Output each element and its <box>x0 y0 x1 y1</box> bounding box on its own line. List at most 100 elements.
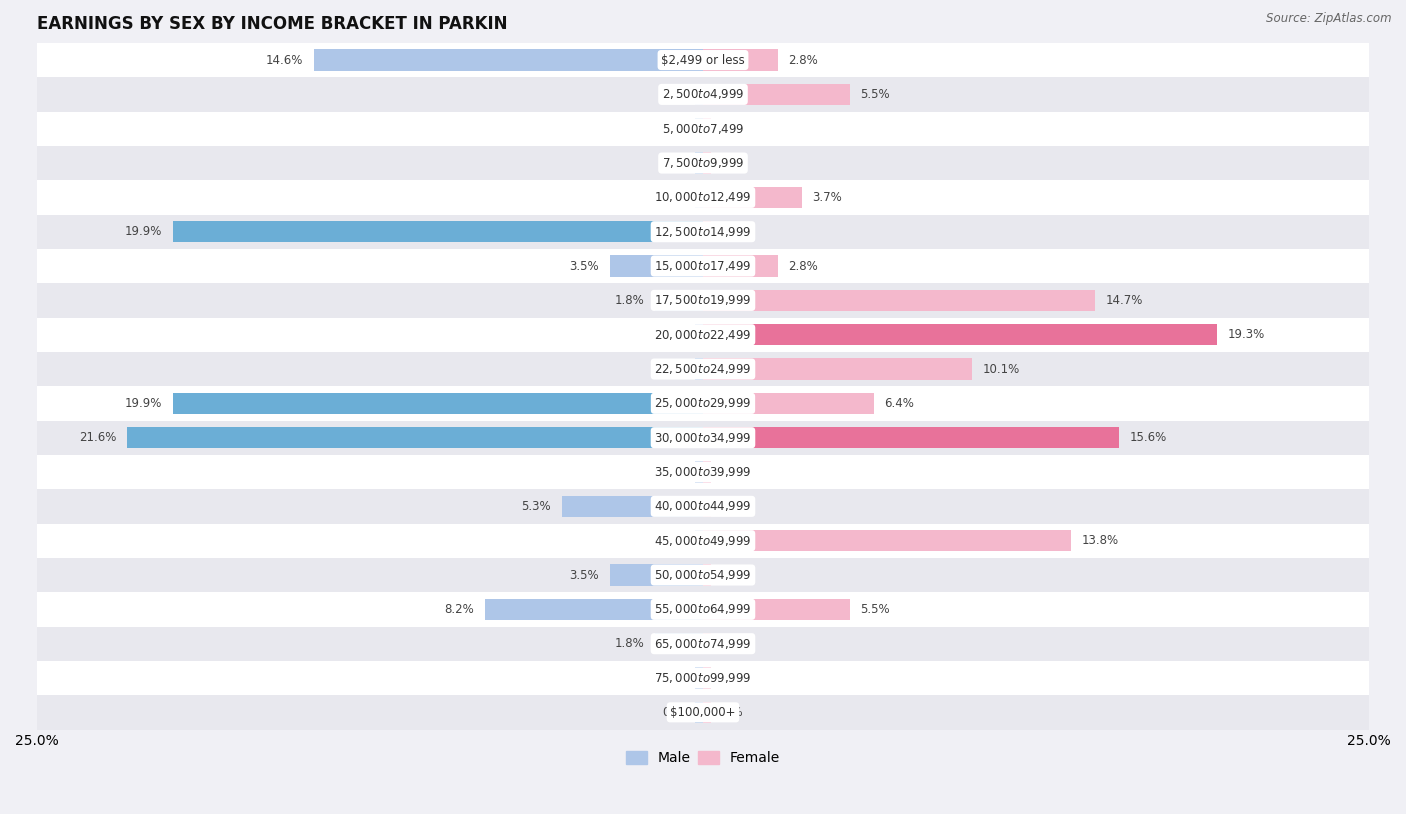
Text: 0.0%: 0.0% <box>714 466 744 479</box>
Bar <box>173 392 703 414</box>
Bar <box>703 392 873 414</box>
Text: 0.0%: 0.0% <box>662 534 692 547</box>
Text: 1.8%: 1.8% <box>614 637 644 650</box>
Text: $2,499 or less: $2,499 or less <box>661 54 745 67</box>
Text: $10,000 to $12,499: $10,000 to $12,499 <box>654 190 752 204</box>
Text: 0.0%: 0.0% <box>714 568 744 581</box>
Text: 5.3%: 5.3% <box>522 500 551 513</box>
Bar <box>703 633 711 654</box>
Bar <box>695 530 703 551</box>
Text: Source: ZipAtlas.com: Source: ZipAtlas.com <box>1267 12 1392 25</box>
Text: $17,500 to $19,999: $17,500 to $19,999 <box>654 293 752 308</box>
Bar <box>37 317 1369 352</box>
Bar <box>37 215 1369 249</box>
Text: $5,000 to $7,499: $5,000 to $7,499 <box>662 122 744 136</box>
Bar <box>37 352 1369 386</box>
Bar <box>703 324 1218 345</box>
Bar <box>703 358 972 379</box>
Text: 1.8%: 1.8% <box>614 294 644 307</box>
Bar <box>37 146 1369 180</box>
Text: 13.8%: 13.8% <box>1081 534 1119 547</box>
Bar <box>37 43 1369 77</box>
Bar <box>695 84 703 105</box>
Bar <box>695 186 703 208</box>
Text: $15,000 to $17,499: $15,000 to $17,499 <box>654 259 752 273</box>
Text: $12,500 to $14,999: $12,500 to $14,999 <box>654 225 752 239</box>
Text: 3.5%: 3.5% <box>569 568 599 581</box>
Bar <box>703 50 778 71</box>
Bar <box>37 489 1369 523</box>
Bar <box>37 77 1369 112</box>
Bar <box>128 427 703 449</box>
Bar <box>695 702 703 723</box>
Text: 3.7%: 3.7% <box>813 190 842 204</box>
Text: $45,000 to $49,999: $45,000 to $49,999 <box>654 534 752 548</box>
Bar <box>703 84 849 105</box>
Text: 0.0%: 0.0% <box>714 637 744 650</box>
Bar <box>703 496 711 517</box>
Bar <box>703 530 1071 551</box>
Text: 19.9%: 19.9% <box>125 397 162 410</box>
Bar <box>37 421 1369 455</box>
Text: 0.0%: 0.0% <box>662 362 692 375</box>
Bar <box>37 593 1369 627</box>
Bar <box>562 496 703 517</box>
Legend: Male, Female: Male, Female <box>620 746 786 771</box>
Bar <box>695 462 703 483</box>
Text: $55,000 to $64,999: $55,000 to $64,999 <box>654 602 752 616</box>
Bar <box>695 667 703 689</box>
Bar <box>703 462 711 483</box>
Text: $2,500 to $4,999: $2,500 to $4,999 <box>662 87 744 102</box>
Text: $22,500 to $24,999: $22,500 to $24,999 <box>654 362 752 376</box>
Text: 21.6%: 21.6% <box>79 431 117 444</box>
Bar <box>655 633 703 654</box>
Bar <box>703 118 711 139</box>
Bar <box>485 599 703 620</box>
Text: 0.0%: 0.0% <box>662 466 692 479</box>
Text: 0.0%: 0.0% <box>714 706 744 719</box>
Bar <box>37 283 1369 317</box>
Text: 0.0%: 0.0% <box>662 328 692 341</box>
Text: 8.2%: 8.2% <box>444 603 474 616</box>
Text: $75,000 to $99,999: $75,000 to $99,999 <box>654 671 752 685</box>
Text: 0.0%: 0.0% <box>714 672 744 685</box>
Bar <box>703 667 711 689</box>
Bar <box>37 112 1369 146</box>
Bar <box>703 599 849 620</box>
Bar <box>703 427 1119 449</box>
Text: 0.0%: 0.0% <box>714 225 744 239</box>
Bar <box>703 256 778 277</box>
Text: 2.8%: 2.8% <box>789 260 818 273</box>
Bar <box>703 290 1095 311</box>
Bar <box>37 558 1369 593</box>
Bar <box>37 455 1369 489</box>
Text: 14.7%: 14.7% <box>1105 294 1143 307</box>
Text: 5.5%: 5.5% <box>860 88 890 101</box>
Text: 14.6%: 14.6% <box>266 54 304 67</box>
Text: 6.4%: 6.4% <box>884 397 914 410</box>
Bar <box>695 152 703 173</box>
Bar <box>703 564 711 585</box>
Bar <box>695 358 703 379</box>
Text: 0.0%: 0.0% <box>662 672 692 685</box>
Text: 2.8%: 2.8% <box>789 54 818 67</box>
Text: 19.9%: 19.9% <box>125 225 162 239</box>
Bar <box>37 627 1369 661</box>
Bar <box>695 324 703 345</box>
Bar <box>610 564 703 585</box>
Text: $20,000 to $22,499: $20,000 to $22,499 <box>654 328 752 342</box>
Text: $25,000 to $29,999: $25,000 to $29,999 <box>654 396 752 410</box>
Bar <box>703 702 711 723</box>
Text: 0.0%: 0.0% <box>714 156 744 169</box>
Bar <box>695 118 703 139</box>
Text: 0.0%: 0.0% <box>662 122 692 135</box>
Bar <box>37 386 1369 421</box>
Bar <box>173 221 703 243</box>
Bar <box>655 290 703 311</box>
Text: $65,000 to $74,999: $65,000 to $74,999 <box>654 637 752 650</box>
Text: 0.0%: 0.0% <box>662 706 692 719</box>
Bar <box>37 180 1369 215</box>
Text: $7,500 to $9,999: $7,500 to $9,999 <box>662 156 744 170</box>
Bar <box>703 221 711 243</box>
Text: 19.3%: 19.3% <box>1227 328 1265 341</box>
